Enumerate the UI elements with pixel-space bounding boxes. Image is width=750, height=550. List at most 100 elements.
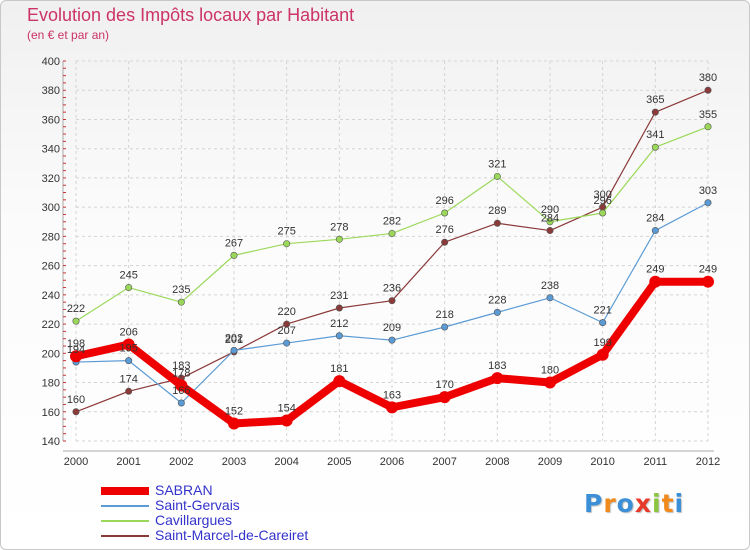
- data-label: 238: [541, 280, 559, 292]
- data-label: 235: [172, 284, 190, 296]
- y-tick-label: 160: [42, 407, 60, 419]
- data-label: 249: [699, 264, 717, 276]
- data-label: 198: [67, 338, 85, 350]
- data-point: [335, 235, 343, 243]
- data-point: [651, 143, 659, 151]
- data-label: 212: [330, 318, 348, 330]
- data-label: 154: [277, 403, 295, 415]
- data-point: [651, 227, 659, 235]
- data-point: [438, 391, 451, 404]
- data-label: 183: [488, 360, 506, 372]
- data-point: [177, 399, 185, 407]
- y-tick-label: 140: [42, 436, 60, 448]
- data-point: [704, 199, 712, 207]
- data-label: 275: [277, 226, 295, 238]
- legend-label: Saint-Marcel-de-Careiret: [155, 527, 309, 543]
- logo-letter: i: [674, 489, 685, 518]
- data-point: [283, 240, 291, 248]
- data-label: 174: [119, 373, 137, 385]
- data-label: 206: [119, 327, 137, 339]
- logo-letter: r: [603, 489, 617, 518]
- logo-letter: x: [634, 489, 652, 518]
- y-tick-label: 280: [42, 231, 60, 243]
- data-point: [599, 319, 607, 327]
- chart-subtitle: (en € et par an): [27, 28, 110, 42]
- x-tick-label: 2006: [380, 456, 404, 468]
- data-point: [704, 123, 712, 131]
- data-point: [335, 332, 343, 340]
- data-point: [546, 218, 554, 226]
- axis-layer: 140 160 180 200 220 240 260 280 300 320 340 360 380 4…: [42, 56, 721, 468]
- legend-swatch: [101, 504, 149, 507]
- data-label: 365: [646, 94, 664, 106]
- logo-letter: P: [584, 489, 604, 518]
- data-label: 249: [646, 264, 664, 276]
- y-tick-label: 380: [42, 85, 60, 97]
- x-tick-label: 2002: [169, 456, 193, 468]
- legend-item: Saint-Marcel-de-Careiret: [101, 528, 308, 543]
- data-point: [228, 417, 240, 430]
- data-label-layer: 198 206 178 152 154 181 163 170 183 180 199 249 249 1…: [67, 72, 717, 417]
- x-tick-label: 2012: [696, 456, 720, 468]
- series-layer: [70, 86, 714, 430]
- y-tick-label: 340: [42, 144, 60, 156]
- data-label: 282: [383, 215, 401, 227]
- data-point: [388, 229, 396, 237]
- data-label: 202: [225, 332, 243, 344]
- data-label: 166: [172, 385, 190, 397]
- data-label: 267: [225, 237, 243, 249]
- data-label: 181: [330, 363, 348, 375]
- chart-title: Evolution des Impôts locaux par Habitant: [27, 5, 355, 25]
- legend-label: Saint-Gervais: [155, 497, 240, 513]
- x-tick-label: 2011: [644, 456, 668, 468]
- data-label: 183: [172, 360, 190, 372]
- data-point: [388, 297, 396, 305]
- data-label: 245: [119, 270, 137, 282]
- legend-item: SABRAN: [101, 483, 308, 498]
- data-point: [125, 357, 133, 365]
- logo-letter: t: [661, 489, 675, 518]
- y-tick-label: 220: [42, 319, 60, 331]
- data-label: 296: [593, 195, 611, 207]
- data-label: 289: [488, 205, 506, 217]
- data-point: [283, 320, 291, 328]
- data-label: 222: [67, 303, 85, 315]
- legend-swatch: [101, 486, 149, 495]
- legend-label: SABRAN: [155, 482, 213, 498]
- data-point: [333, 375, 346, 388]
- data-point: [649, 275, 662, 288]
- data-point: [388, 336, 396, 344]
- data-label: 201: [225, 334, 243, 346]
- data-label: 341: [646, 129, 664, 141]
- data-label: 231: [330, 290, 348, 302]
- data-label: 178: [172, 367, 190, 379]
- data-point: [386, 401, 398, 414]
- y-tick-label: 200: [42, 348, 60, 360]
- x-tick-label: 2000: [64, 456, 88, 468]
- data-point: [599, 209, 607, 217]
- y-tick-label: 360: [42, 114, 60, 126]
- grid-layer: [75, 60, 709, 442]
- logo-letter: o: [616, 489, 635, 518]
- data-point: [72, 408, 80, 416]
- data-label: 199: [593, 337, 611, 349]
- data-label: 284: [646, 213, 664, 225]
- legend-swatch: [101, 534, 149, 537]
- data-label: 221: [593, 305, 611, 317]
- data-label: 355: [699, 109, 717, 121]
- data-point: [441, 209, 449, 217]
- data-point: [72, 317, 80, 325]
- data-label: 209: [383, 322, 401, 334]
- x-tick-label: 2007: [432, 456, 456, 468]
- data-point: [704, 86, 712, 94]
- data-label: 284: [541, 213, 559, 225]
- data-point: [230, 346, 238, 354]
- data-point: [177, 298, 185, 306]
- data-point: [125, 387, 133, 395]
- legend-swatch: [101, 519, 149, 522]
- y-tick-label: 180: [42, 378, 60, 390]
- data-point: [546, 294, 554, 302]
- x-tick-label: 2003: [222, 456, 246, 468]
- data-label: 160: [67, 394, 85, 406]
